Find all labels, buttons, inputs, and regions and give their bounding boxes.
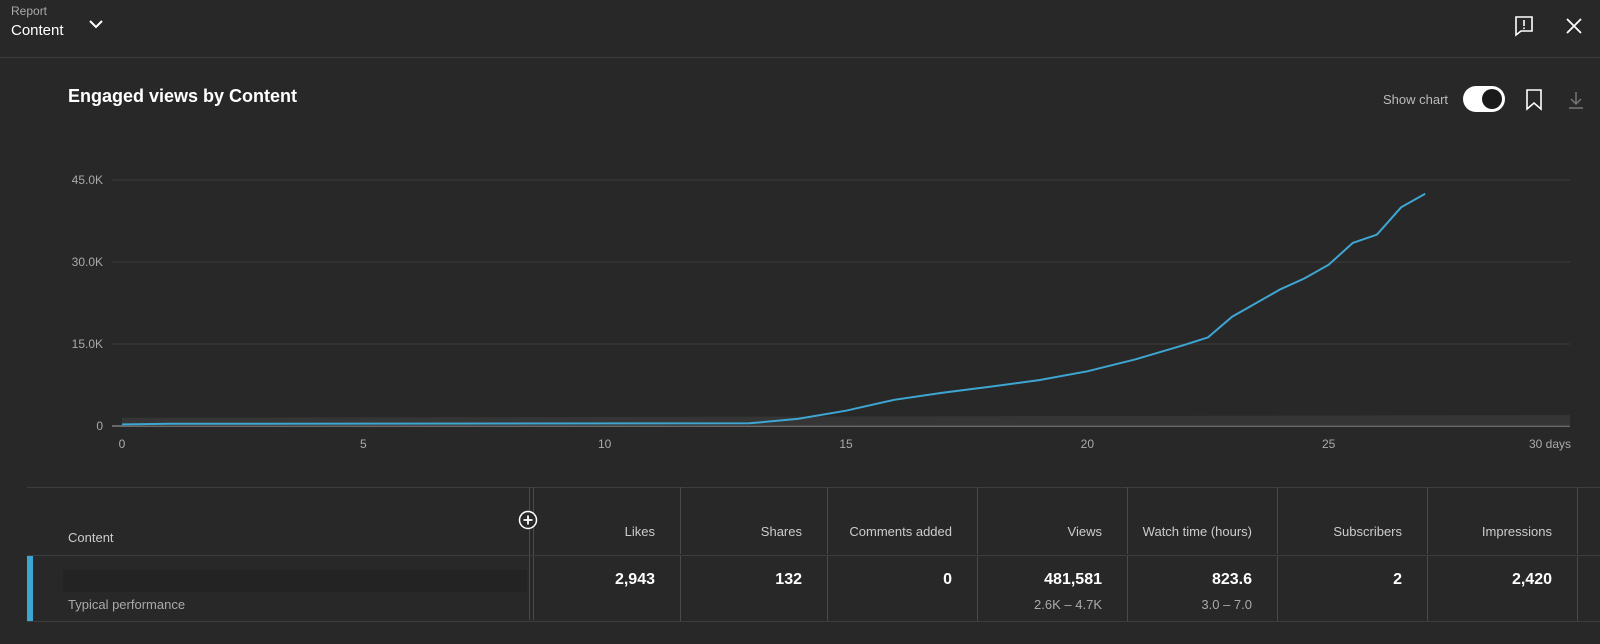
metric-typical-range: 2.6K – 4.7K <box>1034 597 1102 612</box>
column-header[interactable]: Comments added <box>830 487 978 554</box>
metric-value: 481,581 <box>1044 571 1102 588</box>
column-header[interactable]: Views <box>980 487 1128 554</box>
metric-cell: 132 <box>680 555 828 621</box>
divider <box>529 487 530 620</box>
y-tick-label: 15.0K <box>72 337 103 351</box>
x-tick-label: 15 <box>839 437 853 451</box>
engaged-views-chart: 0 15.0K 30.0K 45.0K 0 5 10 15 20 25 30 days <box>72 173 1571 451</box>
column-header[interactable]: Watch time (hours) <box>1130 487 1278 554</box>
metric-typical-range: 3.0 – 7.0 <box>1201 597 1252 612</box>
metric-cell: 823.6 3.0 – 7.0 <box>1130 555 1278 621</box>
add-metric-icon[interactable] <box>518 510 538 530</box>
chart-title: Engaged views by Content <box>68 86 298 106</box>
row-divider <box>27 621 1600 622</box>
metric-value: 2 <box>1393 571 1402 588</box>
close-icon[interactable] <box>1564 16 1584 36</box>
show-chart-label: Show chart <box>1383 92 1449 107</box>
column-header[interactable]: Impressions <box>1430 487 1578 554</box>
metric-cell: 2,943 <box>533 555 681 621</box>
report-dropdown[interactable]: Content <box>11 22 64 39</box>
metric-cell: 2,420 <box>1430 555 1578 621</box>
typical-performance-label: Typical performance <box>68 597 186 612</box>
y-tick-label: 30.0K <box>72 255 103 269</box>
download-icon[interactable] <box>1567 90 1585 110</box>
x-tick-label: 0 <box>119 437 126 451</box>
divider <box>533 487 534 620</box>
x-tick-label: 30 days <box>1529 437 1571 451</box>
metric-cell: 2 <box>1280 555 1428 621</box>
report-label: Report <box>11 4 48 18</box>
report-header: Report Content <box>0 0 1600 58</box>
metric-value: 2,943 <box>614 571 655 588</box>
y-tick-label: 45.0K <box>72 173 103 187</box>
chevron-down-icon[interactable] <box>86 14 106 34</box>
column-header[interactable]: Subscribers <box>1280 487 1428 554</box>
metric-value: 823.6 <box>1211 571 1252 588</box>
x-tick-label: 5 <box>360 437 367 451</box>
bookmark-icon[interactable] <box>1525 89 1543 111</box>
metric-value: 0 <box>943 571 952 588</box>
x-tick-label: 10 <box>598 437 612 451</box>
metric-value: 132 <box>775 571 802 588</box>
metric-cell: 481,581 2.6K – 4.7K <box>980 555 1128 621</box>
show-chart-toggle[interactable] <box>1463 86 1505 112</box>
feedback-icon[interactable] <box>1513 15 1535 37</box>
series-color-marker <box>27 555 33 621</box>
x-tick-label: 20 <box>1081 437 1095 451</box>
content-title-redacted <box>63 570 527 592</box>
content-column-header[interactable]: Content <box>68 530 114 545</box>
column-header[interactable]: Shares <box>680 487 828 554</box>
column-header[interactable]: Likes <box>533 487 681 554</box>
metric-value: 2,420 <box>1511 571 1552 588</box>
series-line <box>121 192 1426 426</box>
metric-cell: 0 <box>830 555 978 621</box>
row-divider <box>27 555 1600 556</box>
y-tick-label: 0 <box>96 419 103 433</box>
metrics-table <box>27 487 1600 620</box>
x-tick-label: 25 <box>1322 437 1336 451</box>
